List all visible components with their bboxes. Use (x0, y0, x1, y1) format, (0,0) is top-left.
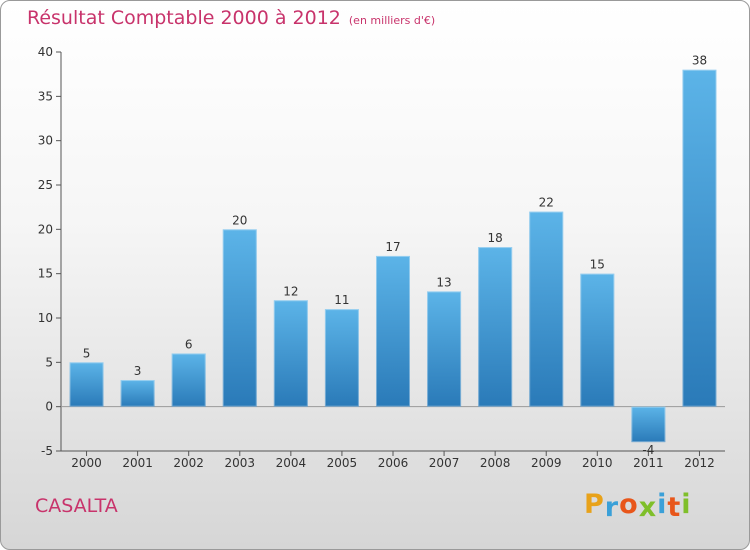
value-label-2008: 18 (488, 231, 503, 245)
x-tick-label-2000: 2000 (71, 456, 102, 470)
value-label-2005: 11 (334, 293, 349, 307)
bar-highlight-2005 (324, 309, 359, 407)
y-tick-label: 10 (38, 311, 53, 325)
chart-subtitle: (en milliers d'€) (348, 14, 436, 27)
chart-title: Résultat Comptable 2000 à 2012 (27, 7, 341, 29)
x-tick-label-2006: 2006 (378, 456, 409, 470)
bar-2010 (580, 273, 615, 407)
value-label-2010: 15 (590, 258, 605, 272)
x-tick-label-2002: 2002 (173, 456, 204, 470)
y-tick-label: 30 (38, 134, 53, 148)
y-tick-label: 35 (38, 89, 53, 103)
value-label-2007: 13 (436, 275, 451, 289)
value-label-2006: 17 (385, 240, 400, 254)
y-tick-label: 25 (38, 178, 53, 192)
bar-highlight-2002 (171, 353, 206, 407)
bar-highlight-2000 (69, 362, 104, 407)
bar-2004 (273, 300, 308, 407)
bar-2003 (222, 229, 257, 407)
bar-highlight-2004 (273, 300, 308, 407)
y-tick-label: 5 (45, 355, 53, 369)
y-tick-label: -5 (41, 444, 53, 458)
y-tick-label: 20 (38, 222, 53, 236)
bar-highlight-2011 (631, 406, 666, 443)
commune-name: CASALTA (35, 495, 118, 517)
brand-letter: i (681, 489, 692, 520)
bar-highlight-2001 (120, 380, 155, 407)
brand-letter: o (619, 489, 639, 520)
bar-highlight-2006 (376, 255, 410, 407)
x-tick-label-2001: 2001 (122, 456, 153, 470)
y-tick-label: 15 (38, 267, 53, 281)
x-tick-label-2011: 2011 (633, 456, 664, 470)
value-label-2002: 6 (185, 337, 193, 351)
bar-highlight-2009 (529, 211, 564, 407)
bar-2012 (682, 69, 717, 407)
bar-2002 (171, 353, 206, 407)
value-label-2000: 5 (83, 346, 91, 360)
proxiti-logo[interactable]: Proxiti (584, 489, 692, 523)
value-label-2004: 12 (283, 284, 298, 298)
bar-highlight-2008 (478, 247, 513, 407)
bar-highlight-2010 (580, 273, 615, 407)
value-label-2003: 20 (232, 213, 247, 227)
bar-2011 (631, 406, 666, 443)
bar-highlight-2003 (222, 229, 257, 407)
bar-highlight-2012 (682, 69, 717, 407)
bar-2000 (69, 362, 104, 407)
x-tick-label-2009: 2009 (531, 456, 562, 470)
x-tick-label-2007: 2007 (429, 456, 460, 470)
bar-2008 (478, 247, 513, 407)
brand-letter: t (667, 492, 682, 523)
x-tick-label-2012: 2012 (684, 456, 715, 470)
title-row: Résultat Comptable 2000 à 2012 (en millie… (27, 7, 435, 29)
y-tick-label: 40 (38, 45, 53, 59)
brand-letter: r (604, 492, 620, 523)
x-tick-label-2010: 2010 (582, 456, 613, 470)
value-label-2009: 22 (539, 196, 554, 210)
x-tick-label-2005: 2005 (327, 456, 358, 470)
bar-2006 (376, 255, 410, 407)
bar-2005 (324, 309, 359, 407)
x-tick-label-2008: 2008 (480, 456, 511, 470)
bar-highlight-2007 (427, 291, 462, 407)
x-tick-label-2003: 2003 (224, 456, 255, 470)
brand-letter: i (657, 489, 668, 520)
bar-2009 (529, 211, 564, 407)
value-label-2001: 3 (134, 364, 142, 378)
x-tick-label-2004: 2004 (276, 456, 307, 470)
brand-letter: P (584, 489, 605, 520)
value-label-2011: -4 (642, 443, 654, 457)
bar-2001 (120, 380, 155, 407)
y-tick-label: 0 (45, 400, 53, 414)
brand-letter: x (638, 492, 658, 523)
bar-2007 (427, 291, 462, 407)
value-label-2012: 38 (692, 54, 707, 68)
